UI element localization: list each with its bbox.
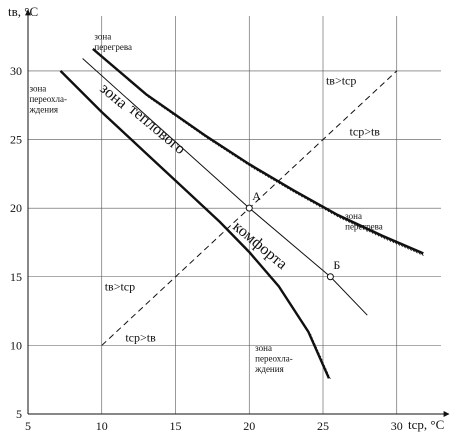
y-tick-label: 5 — [16, 407, 22, 421]
annotation: зона переохла-ждения — [254, 343, 293, 374]
series-upper-boundary — [92, 47, 424, 255]
x-tick-label: 5 — [25, 419, 31, 433]
axes: 5 10 15 20 25 30 5 10 15 20 25 30 — [10, 9, 450, 433]
annotation: зона переохла-ждения — [28, 83, 67, 114]
x-tick-label: 25 — [317, 419, 329, 433]
annotation: tср>tв — [125, 330, 156, 344]
y-axis-title: tв, °C — [8, 4, 38, 19]
annotation-line: зона — [255, 343, 272, 353]
annotation-line: tв>tср — [105, 279, 135, 293]
annotation-line: переохла- — [29, 94, 67, 104]
annotation-line: tср>tв — [350, 124, 381, 138]
point-marker — [326, 273, 334, 281]
annotation-line: ждения — [254, 364, 284, 374]
point-label: А — [252, 189, 261, 203]
y-tick-label: 10 — [10, 338, 22, 352]
y-tick-label: 30 — [10, 64, 22, 78]
annotation: tв>tср — [326, 74, 356, 88]
annotation: зона перегрева — [94, 31, 132, 52]
annotation-line: зона — [29, 83, 46, 93]
y-tick-label: 20 — [10, 201, 22, 215]
annotation: tв>tср — [105, 279, 135, 293]
point-marker — [245, 204, 253, 212]
y-tick-label: 15 — [10, 270, 22, 284]
annotation-line: переохла- — [255, 353, 293, 363]
series-lower-boundary-hatch — [60, 70, 331, 380]
grid — [28, 16, 441, 414]
x-tick-label: 30 — [391, 419, 403, 433]
x-tick-label: 10 — [96, 419, 108, 433]
band-label-thermal: теплового — [125, 101, 188, 158]
annotation: tср>tв — [350, 124, 381, 138]
annotation-line: tср>tв — [125, 330, 156, 344]
series-lower-boundary — [59, 70, 330, 379]
series-comfort-line — [82, 58, 368, 316]
annotation-line: зона — [94, 31, 111, 41]
annotation-line: перегрева — [94, 42, 132, 52]
series-layer — [59, 47, 424, 380]
series-upper-boundary-hatch — [92, 48, 424, 257]
annotation-line: перегрева — [345, 222, 383, 232]
point-label: Б — [333, 258, 340, 272]
x-tick-label: 15 — [170, 419, 182, 433]
annotation-line: tв>tср — [326, 74, 356, 88]
annotation-line: ждения — [28, 104, 58, 114]
x-tick-label: 20 — [243, 419, 255, 433]
annotation: зона перегрева — [345, 211, 383, 232]
annotation-line: зона — [345, 211, 362, 221]
x-axis-title: tср, °C — [408, 417, 444, 432]
y-tick-label: 25 — [10, 133, 22, 147]
